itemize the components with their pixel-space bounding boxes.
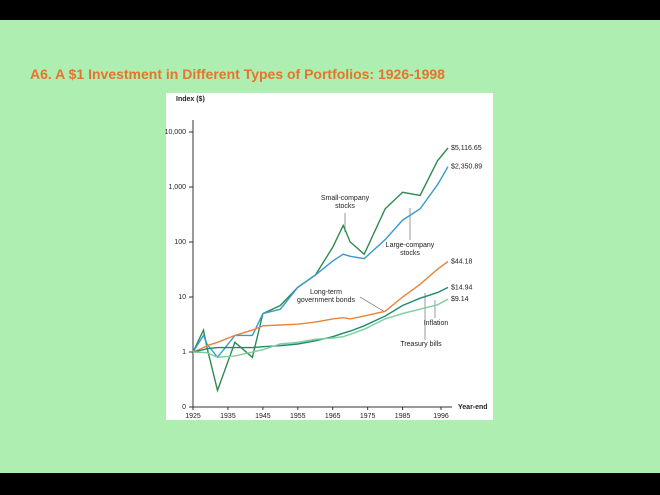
bottom-bar <box>0 473 660 495</box>
value-label: $14.94 <box>451 284 473 291</box>
y-tick-label: 100 <box>174 239 186 246</box>
x-tick-label: 1975 <box>360 413 376 420</box>
y-tick-label: 10 <box>178 294 186 301</box>
y-tick-label: 10,000 <box>165 129 187 136</box>
series-annotation: Treasury bills <box>400 341 442 348</box>
series-line <box>192 286 449 353</box>
value-label: $44.18 <box>451 258 473 265</box>
series-annotation: Long-term government bonds <box>297 289 355 304</box>
leader-lines <box>344 208 436 340</box>
series-line <box>192 260 449 353</box>
chart-background <box>166 93 493 420</box>
x-tick-label: 1965 <box>325 413 341 420</box>
y-tick-label: 0 <box>182 404 186 411</box>
y-tick-label: 1 <box>182 349 186 356</box>
top-bar <box>0 0 660 20</box>
x-tick-label: 1935 <box>220 413 236 420</box>
x-tick-label: 1985 <box>395 413 411 420</box>
series-annotation: Large-company stocks <box>385 242 435 257</box>
series-annotation: Small-company stocks <box>320 195 370 210</box>
series-line <box>192 298 449 359</box>
slide-title: A6. A $1 Investment in Different Types o… <box>30 66 445 82</box>
x-tick-label: 1955 <box>290 413 306 420</box>
value-label: $9.14 <box>451 296 469 303</box>
x-tick-label: 1996 <box>433 413 449 420</box>
series-annotation: Inflation <box>423 320 449 327</box>
x-axis-title: Year-end <box>458 404 488 411</box>
x-tick-label: 1945 <box>255 413 271 420</box>
y-axis-title: Index ($) <box>176 96 205 103</box>
y-tick-label: 1,000 <box>168 184 186 191</box>
value-label: $2,350.89 <box>451 163 482 170</box>
x-tick-label: 1925 <box>185 413 201 420</box>
value-label: $5,116.65 <box>451 145 482 152</box>
